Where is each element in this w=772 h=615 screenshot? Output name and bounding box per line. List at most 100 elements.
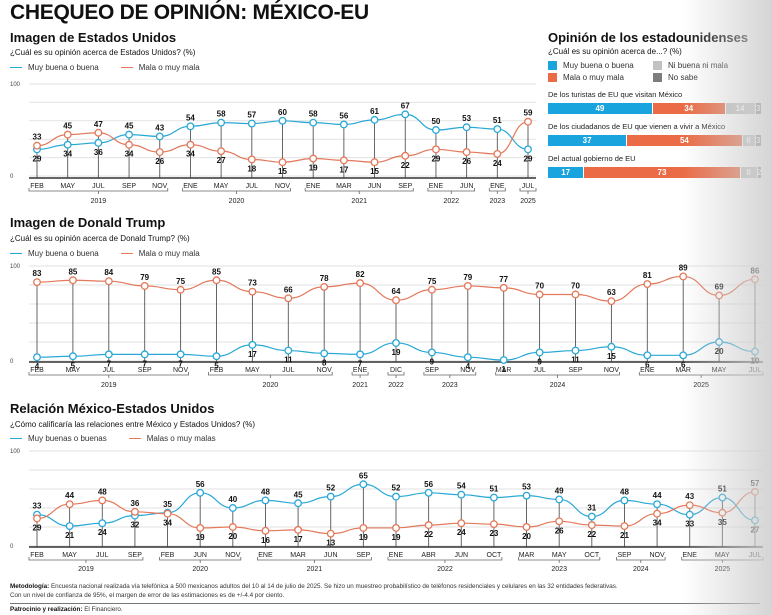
chart-title-imagen-eu: Imagen de Estados Unidos (10, 30, 177, 45)
line-chart-relacion: 100 0 33 21 24 32 35 56 40 48 45 52 65 52 56 54 51 53 49 31… (10, 449, 764, 573)
data-point-positive (247, 119, 256, 128)
year-bracket (28, 557, 144, 561)
legend-label: Malas o muy malas (146, 434, 216, 443)
x-tick-label: NOV (650, 552, 666, 559)
data-label: 22 (401, 161, 410, 170)
data-label: 75 (427, 277, 436, 286)
data-point-positive (392, 339, 400, 347)
data-label: 51 (489, 485, 498, 494)
data-label: 66 (284, 285, 293, 294)
data-label: 19 (392, 348, 401, 357)
data-label: 29 (431, 154, 440, 163)
legend-swatch-blue (10, 253, 22, 254)
data-point-positive (587, 512, 596, 521)
data-point-positive (431, 126, 440, 134)
legend-item-negative: Malas o muy malas (128, 434, 216, 443)
data-label: 24 (493, 159, 502, 168)
year-label: 2022 (388, 382, 404, 389)
data-point-positive (424, 488, 433, 497)
data-point-positive (63, 140, 72, 149)
data-label: 27 (217, 156, 226, 165)
chart-title-imagen-trump: Imagen de Donald Trump (10, 215, 166, 230)
data-point-positive (524, 145, 532, 154)
data-point-positive (155, 132, 164, 141)
x-tick-label: OCT (487, 552, 503, 559)
legend-label: Mala o muy mala (138, 63, 200, 72)
data-label: 19 (196, 533, 205, 542)
data-label: 47 (94, 120, 103, 129)
year-label: 2019 (101, 382, 117, 389)
sponsor-label: Patrocinio y realización: (10, 606, 83, 613)
data-point-positive (33, 353, 41, 362)
data-point-positive (463, 353, 472, 362)
data-label: 75 (176, 277, 185, 286)
data-label: 21 (620, 531, 629, 540)
data-point-positive (555, 495, 564, 504)
data-point-negative (499, 283, 508, 292)
data-point-positive (607, 342, 616, 351)
data-point-positive (493, 125, 502, 134)
year-label: 2024 (550, 382, 566, 389)
year-label: 2025 (520, 198, 536, 205)
data-point-positive (228, 504, 237, 512)
data-point-negative (392, 524, 400, 532)
data-label: 7 (358, 359, 363, 368)
data-point-negative (261, 526, 270, 535)
data-point-positive (326, 492, 335, 501)
data-label: 83 (33, 269, 42, 278)
data-label: 78 (320, 274, 329, 283)
data-label: 64 (392, 287, 401, 296)
year-label: 2020 (229, 198, 245, 205)
x-tick-label: JUL (533, 367, 546, 374)
y-tick-label: 0 (10, 544, 14, 550)
data-point-negative (33, 141, 41, 150)
sponsor-text: El Financiero. (84, 606, 123, 613)
data-point-negative (212, 276, 221, 285)
data-label: 36 (130, 499, 139, 508)
data-label: 26 (462, 157, 471, 166)
data-label: 43 (155, 123, 164, 132)
x-tick-label: JUL (103, 367, 116, 374)
data-point-negative (248, 287, 257, 296)
data-label: 40 (228, 495, 237, 504)
x-tick-label: SEP (356, 552, 370, 559)
x-tick-label: ENE (683, 552, 698, 559)
data-point-positive (217, 118, 226, 127)
legend-item-positive: Muy buena o buena (10, 249, 99, 258)
data-point-negative (607, 297, 616, 306)
data-label: 19 (309, 164, 318, 173)
x-tick-label: NOV (317, 367, 333, 374)
data-point-positive (462, 123, 471, 132)
data-label: 52 (392, 484, 401, 493)
sponsor-note: Patrocinio y realización: El Financiero. (10, 605, 123, 614)
data-point-negative (571, 290, 580, 299)
legend-item: Muy buena o buena (548, 61, 653, 70)
data-label: 58 (309, 110, 318, 119)
data-label: 57 (751, 479, 760, 488)
data-point-negative (140, 282, 149, 290)
data-point-positive (65, 522, 74, 530)
x-tick-label: JUL (749, 552, 762, 559)
year-label: 2025 (715, 566, 731, 573)
chart-subtitle-relacion: ¿Cómo calificaría las relaciones entre M… (10, 420, 255, 429)
legend-imagen-trump: Muy buena o buena Mala o muy mala (10, 249, 200, 258)
data-label: 53 (462, 114, 471, 123)
year-label: 2020 (192, 566, 208, 573)
data-label: 17 (294, 535, 303, 544)
data-label: 56 (424, 480, 433, 489)
x-tick-label: MAR (290, 552, 306, 559)
data-label: 43 (685, 492, 694, 501)
data-label: 15 (607, 352, 616, 361)
data-label: 6 (645, 360, 650, 369)
data-label: 11 (571, 356, 580, 365)
data-point-positive (176, 350, 185, 359)
data-label: 63 (607, 288, 616, 297)
data-point-positive (535, 348, 544, 357)
data-point-negative (522, 523, 531, 531)
x-tick-label: JUL (96, 552, 109, 559)
data-point-positive (261, 496, 270, 505)
data-point-negative (278, 158, 287, 167)
data-point-negative (98, 496, 107, 505)
data-point-negative (462, 148, 471, 157)
data-point-negative (718, 508, 727, 517)
